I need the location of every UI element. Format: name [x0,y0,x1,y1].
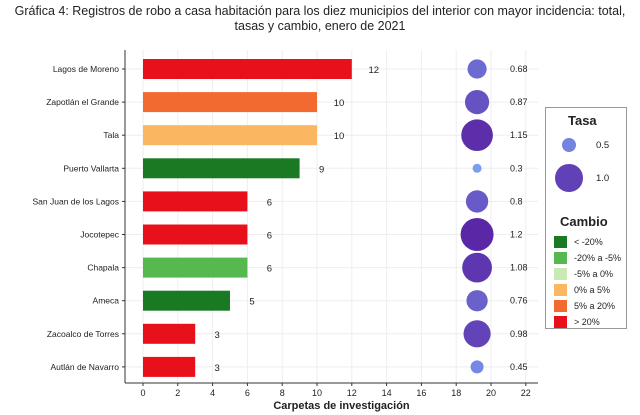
bar-1 [143,92,317,113]
bar-4 [143,191,248,212]
bar-value-label-7: 5 [249,297,254,308]
tasa-bubble-0 [467,59,487,79]
legend-swatch-5-20 [554,300,567,312]
legend-box: Tasa 0.5 1.0 Cambio < -20% -20% a -5% -5… [545,107,627,329]
tasa-label-4: 0.8 [510,196,523,206]
category-label-6: Chapala [87,263,119,273]
bar-value-label-5: 6 [267,231,272,242]
tasa-bubble-6 [462,252,492,283]
bar-value-label-0: 12 [369,65,380,76]
tasa-label-7: 0.76 [510,296,528,306]
legend-swatch-0-5 [554,284,567,296]
x-tick-label-10: 20 [486,388,496,398]
legend-label-minus20-minus5: -20% a -5% [574,253,622,263]
legend-cambio-title: Cambio [560,214,608,229]
x-tick-label-0: 0 [140,388,145,398]
legend-swatch-lt-minus20 [554,236,567,248]
category-label-2: Tala [103,130,119,140]
legend-tasa-label-small: 0.5 [596,140,610,151]
x-tick-label-5: 10 [312,388,322,398]
chart-title-line-1: Gráfica 4: Registros de robo a casa habi… [14,4,626,18]
chart-title-line-2: tasas y cambio, enero de 2021 [234,19,406,33]
x-tick-label-1: 2 [175,388,180,398]
legend-label-gt-20: > 20% [574,317,600,327]
tasa-label-1: 0.87 [510,97,528,107]
legend-tasa-label-large: 1.0 [596,173,610,184]
tasa-label-0: 0.68 [510,64,528,74]
category-label-7: Ameca [93,296,120,306]
tasa-label-9: 0.45 [510,362,528,372]
category-label-3: Puerto Vallarta [63,163,119,173]
legend-label-0-5: 0% a 5% [574,285,611,295]
tasa-bubble-4 [465,190,489,213]
x-tick-label-4: 8 [280,388,285,398]
bar-7 [143,290,230,311]
legend-swatch-minus20-minus5 [554,252,567,264]
tasa-bubble-1 [464,90,490,115]
bar-5 [143,224,248,245]
x-tick-label-9: 18 [451,388,461,398]
bar-value-label-1: 10 [334,98,345,109]
legend-label-minus5-0: -5% a 0% [574,269,614,279]
tasa-label-8: 0.98 [510,329,528,339]
bar-9 [143,356,196,377]
tasa-bubble-3 [472,163,482,173]
legend-tasa-title: Tasa [568,113,597,128]
bar-3 [143,158,300,179]
bar-value-label-4: 6 [267,197,272,208]
tasa-bubble-8 [463,320,491,348]
x-tick-label-7: 14 [382,388,392,398]
bar-2 [143,125,317,146]
legend-tasa-circle-small [561,137,577,153]
x-tick-label-3: 6 [245,388,250,398]
legend-tasa-circle-large [555,164,583,192]
x-tick-label-6: 12 [347,388,357,398]
x-tick-label-2: 4 [210,388,215,398]
tasa-label-6: 1.08 [510,263,528,273]
category-label-4: San Juan de los Lagos [33,196,119,206]
chart-title: Gráfica 4: Registros de robo a casa habi… [0,4,640,34]
legend-label-lt-minus20: < -20% [574,237,603,247]
bar-8 [143,323,196,344]
legend-swatch-gt-20 [554,316,567,328]
tasa-bubble-5 [460,218,494,251]
bar-value-label-2: 10 [334,131,345,142]
x-tick-label-8: 16 [416,388,426,398]
legend-label-5-20: 5% a 20% [574,301,616,311]
tasa-label-2: 1.15 [510,130,528,140]
tasa-label-3: 0.3 [510,163,523,173]
legend-swatch-minus5-0 [554,268,567,280]
tasa-bubble-7 [466,290,488,312]
x-tick-label-11: 22 [521,388,531,398]
category-label-8: Zacoalco de Torres [47,329,119,339]
x-axis-title: Carpetas de investigación [273,400,410,412]
bar-6 [143,257,248,278]
category-label-1: Zapotlán el Grande [46,97,119,107]
tasa-bubble-9 [470,360,484,374]
bar-value-label-6: 6 [267,264,272,275]
bar-value-label-9: 3 [215,363,220,374]
bar-0 [143,59,352,79]
bar-value-label-8: 3 [215,330,220,341]
category-label-0: Lagos de Moreno [53,64,119,74]
bar-value-label-3: 9 [319,164,324,175]
category-label-5: Jocotepec [80,230,119,240]
category-label-9: Autlán de Navarro [50,362,119,372]
tasa-label-5: 1.2 [510,230,523,240]
tasa-bubble-2 [461,119,493,152]
